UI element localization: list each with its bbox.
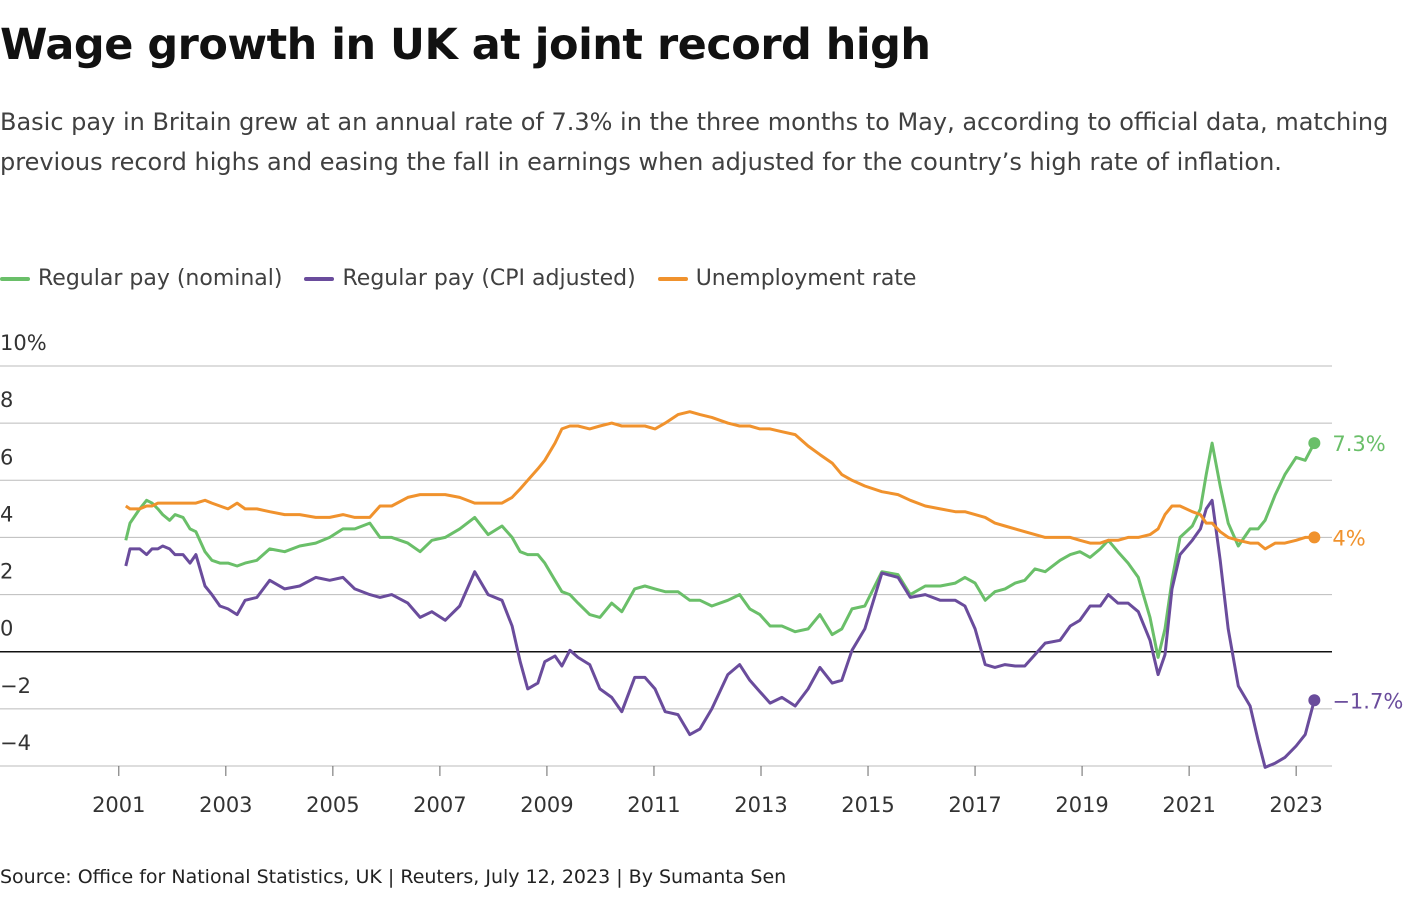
- y-tick-label: −2: [0, 674, 31, 698]
- y-tick-label: 10%: [0, 331, 47, 355]
- x-tick-label: 2001: [92, 793, 145, 817]
- x-tick-label: 2011: [627, 793, 680, 817]
- end-label: −1.7%: [1332, 689, 1403, 713]
- end-label: 7.3%: [1332, 432, 1385, 456]
- legend-item: Unemployment rate: [657, 266, 917, 291]
- x-tick-label: 2019: [1055, 793, 1108, 817]
- y-tick-label: 4: [0, 502, 13, 526]
- y-tick-label: 6: [0, 445, 13, 469]
- y-tick-label: 2: [0, 560, 13, 584]
- source: Source: Office for National Statistics, …: [0, 866, 787, 888]
- end-marker: [1308, 531, 1321, 544]
- legend-swatch: [657, 276, 688, 281]
- legend-item: Regular pay (CPI adjusted): [304, 266, 636, 291]
- series-line: [124, 410, 1315, 551]
- x-tick-label: 2013: [734, 793, 787, 817]
- legend-label: Regular pay (CPI adjusted): [342, 266, 636, 291]
- legend-label: Regular pay (nominal): [38, 266, 283, 291]
- legend-swatch: [0, 276, 30, 281]
- legend-label: Unemployment rate: [695, 266, 917, 291]
- end-label: 4%: [1332, 526, 1365, 550]
- subtitle: Basic pay in Britain grew at an annual r…: [0, 108, 1389, 176]
- x-tick-label: 2009: [520, 793, 573, 817]
- x-tick-label: 2015: [841, 793, 894, 817]
- legend: Regular pay (nominal) Regular pay (CPI ad…: [0, 266, 916, 291]
- y-tick-label: −4: [0, 731, 31, 755]
- x-tick-label: 2007: [413, 793, 466, 817]
- x-tick-label: 2017: [948, 793, 1001, 817]
- series-line: [124, 441, 1316, 659]
- title: Wage growth in UK at joint record high: [0, 20, 931, 70]
- x-tick-label: 2021: [1162, 793, 1215, 817]
- x-tick-label: 2003: [199, 793, 252, 817]
- y-tick-label: 8: [0, 388, 13, 412]
- series-line: [124, 498, 1316, 769]
- x-tick-label: 2005: [306, 793, 359, 817]
- y-tick-label: 0: [0, 617, 13, 641]
- end-marker: [1308, 694, 1321, 707]
- end-marker: [1308, 437, 1321, 450]
- legend-swatch: [304, 276, 335, 281]
- chart: −4 −2 0 2 4 6 8 10% 2001 2003 2005 2007 2009 2011 2013…: [0, 331, 1403, 817]
- legend-item: Regular pay (nominal): [0, 266, 282, 291]
- x-tick-label: 2023: [1269, 793, 1322, 817]
